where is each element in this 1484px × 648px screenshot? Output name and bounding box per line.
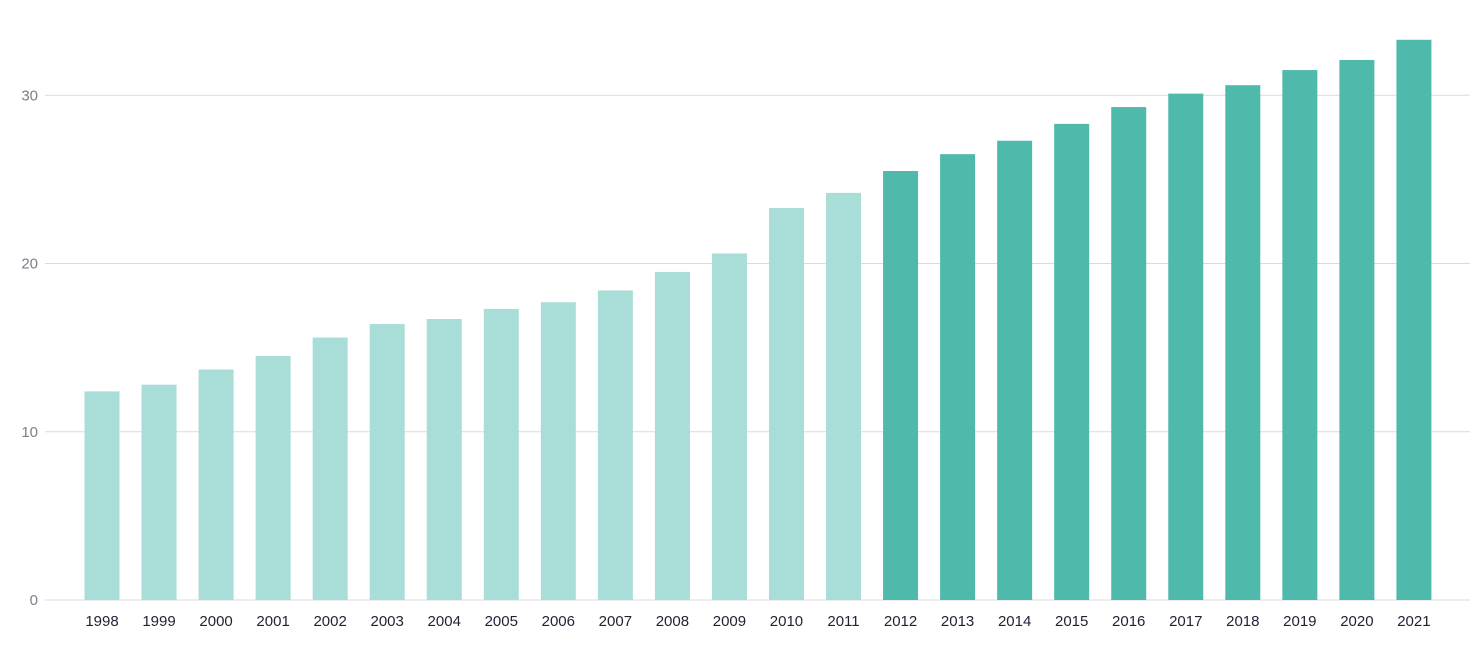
bar-2011 [826,192,862,600]
x-tick-label: 2004 [428,613,461,630]
x-tick-label: 2013 [941,613,974,630]
bar-2018 [1225,85,1261,600]
bar-2003 [369,324,405,600]
x-tick-label: 2003 [371,613,404,630]
bar-1998 [84,391,120,600]
y-axis-ticks: 0 10 20 30 [21,87,38,609]
x-tick-label: 2006 [542,613,575,630]
x-axis-ticks: 1998 1999 2000 2001 2002 2003 2004 2005 2006 2007… [85,613,1430,630]
bar-1999 [141,384,177,600]
bar-2017 [1168,93,1204,601]
x-tick-label: 2010 [770,613,803,630]
bar-2007 [597,290,633,600]
bar-2008 [654,271,690,600]
bar-2000 [198,369,234,600]
x-tick-label: 2020 [1340,613,1373,630]
y-tick-label: 0 [30,592,38,609]
x-tick-label: 2001 [256,613,289,630]
y-tick-label: 30 [21,87,38,104]
x-tick-label: 2005 [485,613,518,630]
bar-2002 [312,337,348,600]
bar-2014 [997,140,1033,600]
bar-2005 [483,308,519,600]
y-tick-label: 10 [21,424,38,441]
x-tick-label: 2012 [884,613,917,630]
bar-2020 [1339,59,1375,600]
x-tick-label: 2019 [1283,613,1316,630]
x-tick-label: 2016 [1112,613,1145,630]
y-tick-label: 20 [21,256,38,273]
bar-2021 [1396,39,1432,600]
x-tick-label: 2009 [713,613,746,630]
bar-2012 [883,171,919,600]
x-tick-label: 2018 [1226,613,1259,630]
bars [84,39,1432,601]
bar-2010 [768,208,804,600]
bar-2013 [940,154,976,601]
x-tick-label: 1999 [142,613,175,630]
bar-2015 [1054,123,1090,601]
x-tick-label: 2008 [656,613,689,630]
x-tick-label: 2014 [998,613,1031,630]
x-tick-label: 2021 [1397,613,1430,630]
x-tick-label: 2011 [827,613,859,630]
x-tick-label: 2002 [313,613,346,630]
x-tick-label: 2017 [1169,613,1202,630]
x-tick-label: 2015 [1055,613,1088,630]
bar-2004 [426,319,462,600]
x-tick-label: 1998 [85,613,118,630]
bar-2009 [711,253,747,600]
x-tick-label: 2007 [599,613,632,630]
x-tick-label: 2000 [199,613,232,630]
bar-2006 [540,302,576,600]
bar-2016 [1111,107,1147,600]
bar-2019 [1282,70,1318,600]
bar-2001 [255,356,291,600]
